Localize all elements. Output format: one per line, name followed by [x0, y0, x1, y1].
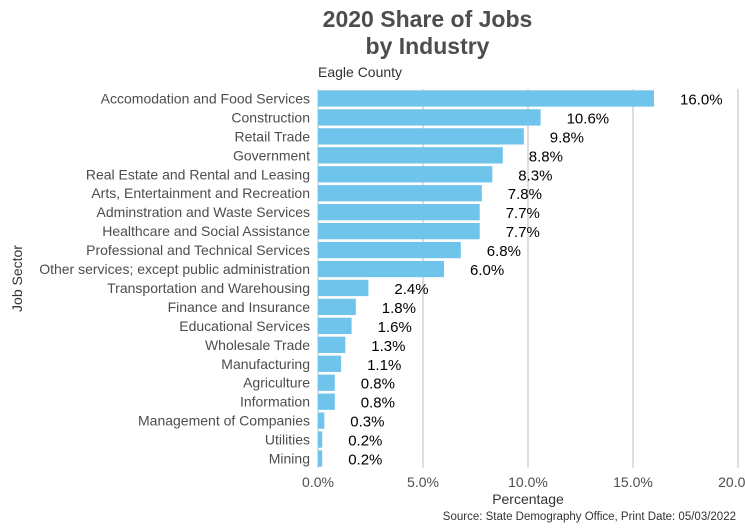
bar-14 [318, 355, 342, 372]
bar-13 [318, 336, 346, 353]
bar-0 [318, 90, 654, 107]
category-label-14: Manufacturing [221, 356, 310, 372]
x-axis-title: Percentage [492, 491, 564, 507]
bar-11 [318, 298, 356, 316]
category-label-3: Government [233, 147, 310, 163]
source-note: Source: State Demography Office, Print D… [442, 511, 736, 523]
data-label-18: 0.2% [348, 433, 382, 450]
bar-6 [318, 204, 480, 221]
category-label-17: Management of Companies [138, 413, 310, 429]
bar-7 [318, 222, 480, 240]
x-tick-label-4: 20.0% [718, 474, 745, 490]
category-label-5: Arts, Entertainment and Recreation [91, 185, 310, 201]
category-label-12: Educational Services [179, 318, 310, 334]
bar-16 [318, 393, 335, 410]
data-label-13: 1.3% [371, 338, 405, 355]
data-label-7: 7.7% [506, 224, 540, 241]
data-label-10: 2.4% [394, 281, 428, 298]
bar-18 [318, 431, 323, 448]
bar-2 [318, 128, 524, 145]
bar-12 [318, 317, 352, 335]
data-label-6: 7.7% [506, 205, 540, 222]
data-label-17: 0.3% [350, 414, 384, 431]
bar-4 [318, 166, 493, 183]
bar-3 [318, 147, 503, 164]
chart-title: 2020 Share of Jobs by Industry [0, 6, 745, 60]
category-label-15: Agriculture [243, 375, 310, 391]
x-tick-label-2: 10.0% [508, 474, 548, 490]
bar-1 [318, 109, 541, 126]
y-axis-title: Job Sector [9, 245, 25, 312]
chart-title-line-1: 2020 Share of Jobs [322, 6, 533, 32]
category-label-13: Wholesale Trade [205, 337, 310, 353]
category-label-1: Construction [231, 109, 310, 125]
category-label-9: Other services; except public administra… [39, 261, 310, 277]
chart-title-line-2: by Industry [365, 33, 490, 59]
category-label-18: Utilities [265, 432, 310, 448]
bar-17 [318, 412, 325, 429]
bar-9 [318, 260, 444, 278]
data-label-14: 1.1% [367, 357, 401, 374]
data-label-11: 1.8% [382, 300, 416, 317]
category-label-11: Finance and Insurance [168, 299, 311, 315]
data-label-2: 9.8% [550, 129, 584, 146]
category-label-10: Transportation and Warehousing [107, 280, 310, 296]
data-label-1: 10.6% [567, 110, 610, 127]
bar-8 [318, 241, 461, 259]
bar-19 [318, 450, 323, 467]
data-label-3: 8.8% [529, 148, 563, 165]
data-label-8: 6.8% [487, 243, 521, 260]
category-label-2: Retail Trade [235, 128, 311, 144]
data-label-12: 1.6% [378, 319, 412, 336]
data-label-9: 6.0% [470, 262, 504, 279]
x-tick-label-1: 5.0% [407, 474, 439, 490]
x-tick-label-0: 0.0% [302, 474, 334, 490]
bar-5 [318, 185, 482, 202]
category-label-7: Healthcare and Social Assistance [102, 223, 310, 239]
data-label-0: 16.0% [680, 91, 723, 108]
data-label-15: 0.8% [361, 376, 395, 393]
data-label-16: 0.8% [361, 395, 395, 412]
chart-subtitle: Eagle County [318, 64, 403, 80]
category-label-4: Real Estate and Rental and Leasing [86, 166, 310, 182]
data-label-4: 8.3% [518, 167, 552, 184]
category-label-8: Professional and Technical Services [86, 242, 310, 258]
data-label-5: 7.8% [508, 186, 542, 203]
data-label-19: 0.2% [348, 452, 382, 469]
bar-15 [318, 374, 335, 391]
category-label-0: Accomodation and Food Services [101, 90, 310, 106]
category-label-6: Adminstration and Waste Services [97, 204, 310, 220]
category-label-16: Information [240, 394, 310, 410]
x-tick-label-3: 15.0% [613, 474, 653, 490]
category-label-19: Mining [269, 451, 310, 467]
bar-10 [318, 279, 369, 297]
